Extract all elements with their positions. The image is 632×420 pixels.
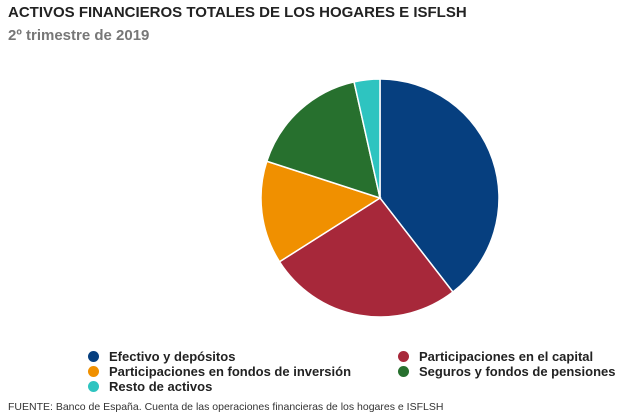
pie-chart [260,78,500,318]
legend-item-resto-activos[interactable]: Resto de activos [88,379,398,394]
pie-slice-2[interactable] [278,197,454,318]
source-note: FUENTE: Banco de España. Cuenta de las o… [8,401,444,413]
legend-item-efectivo[interactable]: Efectivo y depósitos [88,349,398,364]
legend-swatch [398,351,409,362]
legend-swatch [88,381,99,392]
pie-slice-1[interactable] [379,78,500,294]
legend-item-seguros-pensiones[interactable]: Seguros y fondos de pensiones [398,364,628,379]
pie-slice-3[interactable] [260,160,382,263]
legend: Efectivo y depósitos Participaciones en … [88,349,628,394]
legend-label: Seguros y fondos de pensiones [419,364,616,379]
legend-swatch [88,351,99,362]
chart-title: ACTIVOS FINANCIEROS TOTALES DE LOS HOGAR… [8,4,467,21]
pie-slice-4[interactable] [265,80,382,200]
legend-label: Efectivo y depósitos [109,349,236,364]
chart-subtitle: 2º trimestre de 2019 [8,27,150,44]
legend-label: Resto de activos [109,379,213,394]
legend-label: Participaciones en el capital [419,349,594,364]
pie-slice-5[interactable] [353,78,381,199]
legend-item-participaciones-capital[interactable]: Participaciones en el capital [398,349,628,364]
legend-item-fondos-inversion[interactable]: Participaciones en fondos de inversión [88,364,398,379]
legend-swatch [398,366,409,377]
legend-swatch [88,366,99,377]
legend-label: Participaciones en fondos de inversión [109,364,352,379]
